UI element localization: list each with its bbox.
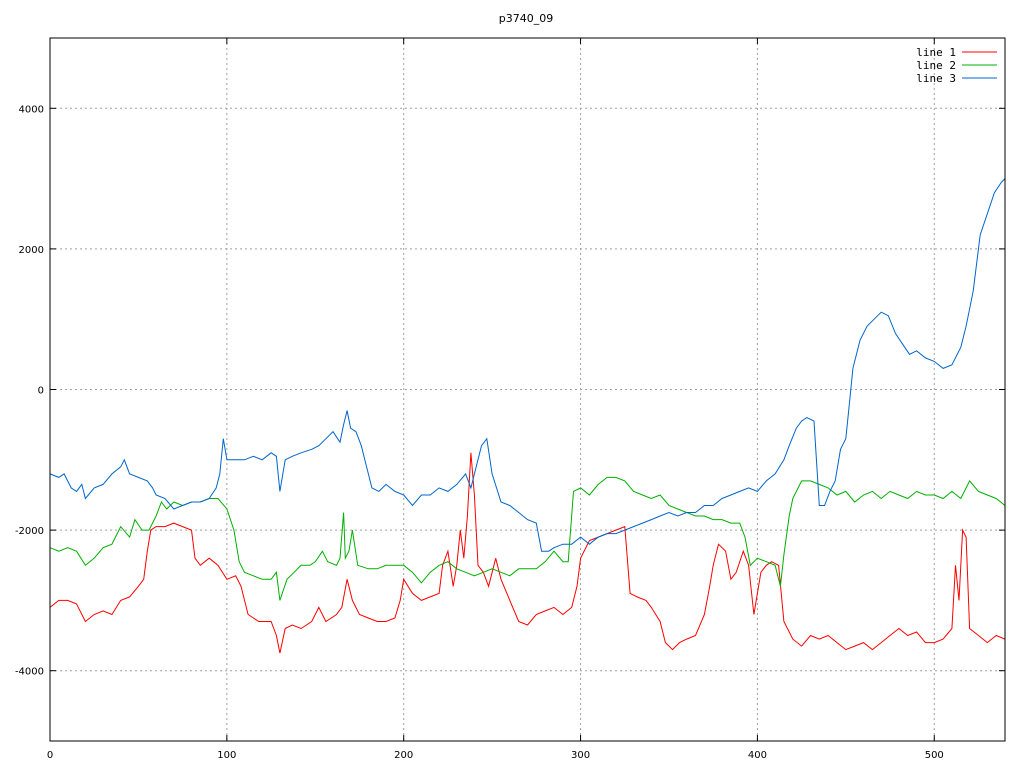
y-tick-label: -2000 — [15, 526, 44, 537]
chart-title: p3740_09 — [499, 12, 553, 25]
y-tick-label: 2000 — [19, 245, 44, 256]
y-tick-label: -4000 — [15, 667, 44, 678]
x-tick-label: 500 — [925, 750, 944, 761]
legend-label: line 3 — [916, 72, 956, 85]
x-tick-label: 100 — [217, 750, 236, 761]
axis-ticks: 0 100 200 300 400 500 -4000 -2000 0 2000 4000 — [15, 38, 1005, 761]
grid-lines — [50, 38, 1005, 741]
legend-label: line 2 — [916, 59, 956, 72]
plot-area — [49, 178, 1006, 654]
x-tick-label: 0 — [47, 750, 53, 761]
series-line-2 — [49, 476, 1006, 601]
legend-label: line 1 — [916, 46, 956, 59]
series-line-3 — [49, 178, 1006, 552]
x-tick-label: 300 — [571, 750, 590, 761]
x-tick-label: 400 — [748, 750, 767, 761]
y-tick-label: 0 — [38, 386, 44, 397]
y-tick-label: 4000 — [19, 104, 44, 115]
series-line-1 — [49, 452, 1006, 654]
x-tick-label: 200 — [394, 750, 413, 761]
